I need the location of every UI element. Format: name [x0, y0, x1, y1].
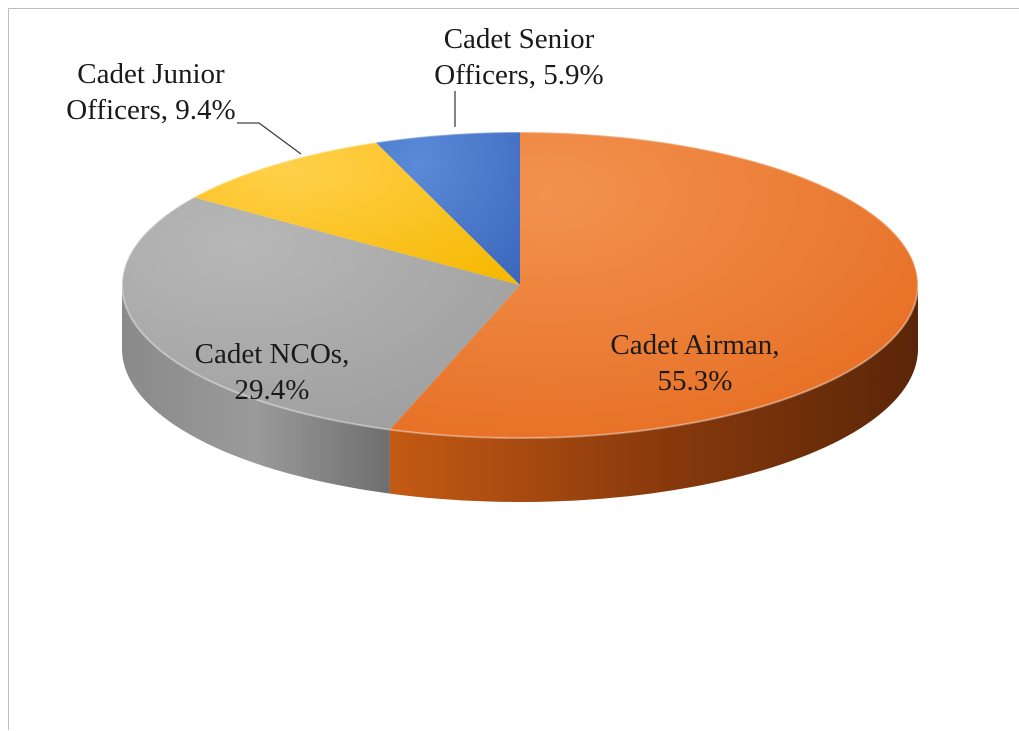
leader-line-cadet-junior-officers	[237, 122, 302, 155]
data-label-cadet-ncos: Cadet NCOs, 29.4%	[195, 338, 350, 406]
chart-frame: Cadet Airman, 55.3% Cadet NCOs, 29.4% Cadet …	[8, 8, 1019, 730]
data-label-cadet-senior-officers: Cadet Senior Officers, 5.9%	[434, 23, 603, 91]
pie-rim-highlight	[121, 131, 919, 439]
pie-chart: Cadet Airman, 55.3% Cadet NCOs, 29.4% Cadet …	[66, 23, 919, 502]
pie-slice-cadet-junior-officers	[193, 142, 520, 285]
pie-slice-cadet-ncos	[122, 197, 520, 430]
pie-slice-cadet-airman	[389, 132, 918, 438]
pie-top-layer	[121, 131, 919, 439]
pie-side-layer	[122, 285, 918, 502]
pie-slice-cadet-senior-officers	[375, 132, 520, 285]
pie-side-cadet-ncos	[122, 285, 390, 494]
data-label-cadet-junior-officers: Cadet Junior Officers, 9.4%	[66, 58, 235, 126]
pie-label-layer: Cadet Airman, 55.3% Cadet NCOs, 29.4% Cadet …	[66, 23, 779, 406]
data-label-cadet-airman: Cadet Airman, 55.3%	[610, 329, 779, 397]
pie-side-cadet-airman	[389, 285, 918, 502]
